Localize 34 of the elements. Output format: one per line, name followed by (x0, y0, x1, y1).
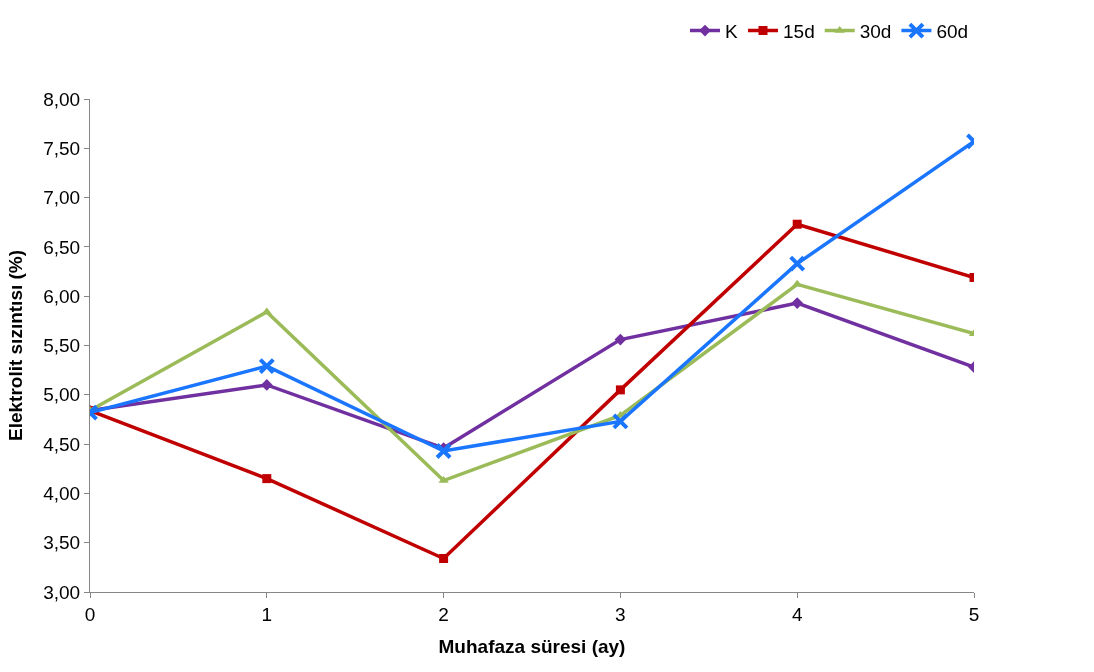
y-tick-label: 8,00 (43, 88, 81, 110)
y-tick-label: 5,00 (43, 384, 81, 406)
point (262, 474, 272, 484)
legend-label: 60d (936, 20, 969, 42)
x-axis-title: Muhafaza süresi (ay) (438, 635, 626, 657)
y-axis-title: Elektrolit sızıntısı (%) (5, 249, 27, 442)
point (788, 255, 806, 273)
y-tick-label: 7,50 (43, 137, 81, 159)
legend-label: 30d (859, 20, 892, 42)
x-tick-label: 5 (968, 603, 980, 625)
y-tick-label: 4,00 (43, 483, 81, 505)
point (614, 333, 627, 346)
y-tick-label: 3,00 (43, 581, 81, 603)
point (261, 307, 272, 315)
legend-label: 15d (783, 20, 815, 42)
y-tick-label: 4,50 (43, 433, 81, 455)
x-tick-label: 1 (261, 603, 273, 625)
point (439, 553, 449, 563)
x-tick-label: 3 (615, 603, 626, 625)
y-tick-label: 6,00 (43, 285, 81, 307)
point (611, 412, 629, 430)
x-tick-label: 2 (438, 603, 449, 625)
x-tick-label: 0 (84, 603, 96, 625)
point (435, 442, 453, 460)
y-tick-label: 5,50 (43, 335, 81, 357)
point (258, 357, 276, 375)
point (615, 385, 625, 395)
point (792, 219, 802, 229)
y-tick-label: 3,50 (43, 532, 81, 554)
legend-label: K (725, 20, 738, 42)
y-tick-label: 7,00 (43, 187, 81, 209)
x-tick-label: 4 (791, 603, 803, 625)
point (791, 297, 804, 309)
y-tick-label: 6,50 (43, 236, 81, 258)
